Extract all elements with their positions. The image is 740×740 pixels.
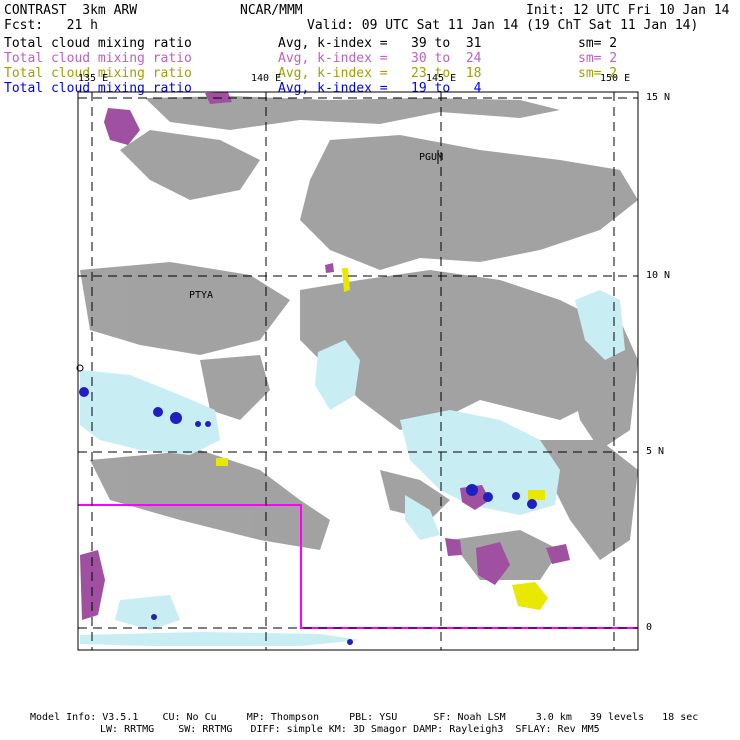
legend-field-3: Total cloud mixing ratio bbox=[4, 66, 192, 81]
legend-sm-3: sm= 2 bbox=[578, 66, 618, 81]
mid-cloud-field bbox=[80, 92, 570, 620]
lon-label-140e: 140 E bbox=[251, 73, 282, 84]
legend-field-1: Total cloud mixing ratio bbox=[4, 36, 192, 51]
model-info-line1: Model Info: V3.5.1 CU: No Cu MP: Thompso… bbox=[30, 712, 699, 723]
lat-lon-grid bbox=[78, 92, 638, 650]
legend-sm-1: sm= 2 bbox=[578, 36, 618, 51]
legend-sm-2: sm= 2 bbox=[578, 51, 618, 66]
legend-range-2: Avg, k-index = 30 to 24 bbox=[278, 51, 482, 66]
center-label: NCAR/MMM bbox=[240, 3, 303, 18]
station-label-pgum: PGUM bbox=[419, 152, 444, 163]
lat-label-5n: 5 N bbox=[646, 446, 665, 457]
shallow-cloud-field bbox=[80, 290, 625, 646]
lon-label-135e: 135 E bbox=[78, 73, 109, 84]
map-frame bbox=[77, 91, 639, 651]
low-cloud-field bbox=[216, 268, 548, 610]
lat-label-10n: 10 N bbox=[646, 270, 671, 281]
high-cloud-field bbox=[80, 96, 638, 580]
valid-time: Valid: 09 UTC Sat 11 Jan 14 (19 ChT Sat … bbox=[307, 18, 699, 33]
lon-label-150e: 150 E bbox=[600, 73, 631, 84]
forecast-hour: Fcst: 21 h bbox=[4, 18, 98, 33]
legend-range-3: Avg, k-index = 23 to 18 bbox=[278, 66, 482, 81]
model-title: CONTRAST 3km ARW bbox=[4, 3, 138, 18]
init-time: Init: 12 UTC Fri 10 Jan 14 bbox=[526, 3, 730, 18]
convective-cores bbox=[79, 387, 537, 645]
lat-label-15n: 15 N bbox=[646, 92, 671, 103]
station-label-ptya: PTYA bbox=[189, 290, 214, 301]
station-markers bbox=[76, 150, 439, 372]
legend-field-2: Total cloud mixing ratio bbox=[4, 51, 192, 66]
lat-label-0: 0 bbox=[646, 622, 653, 633]
lon-label-145e: 145 E bbox=[426, 73, 457, 84]
model-info-line2: LW: RRTMG SW: RRTMG DIFF: simple KM: 3D … bbox=[100, 724, 600, 735]
legend-range-1: Avg, k-index = 39 to 31 bbox=[278, 36, 482, 51]
